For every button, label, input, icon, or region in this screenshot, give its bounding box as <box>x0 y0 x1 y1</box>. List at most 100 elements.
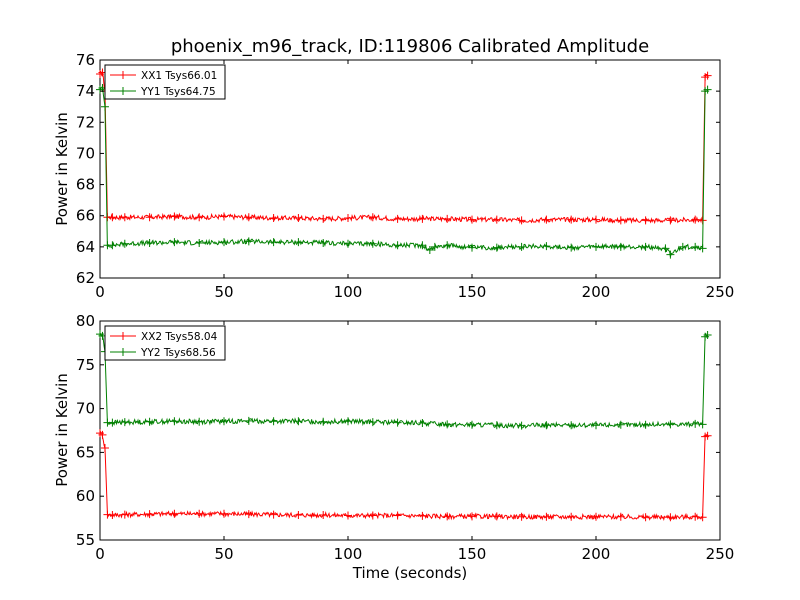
data-point <box>616 420 625 429</box>
data-point <box>393 511 402 520</box>
data-point <box>666 216 675 225</box>
data-point <box>195 213 204 222</box>
data-point <box>567 215 576 224</box>
data-point <box>368 418 377 427</box>
data-point <box>195 238 204 247</box>
x-tick-label: 100 <box>334 283 363 301</box>
data-point <box>641 513 650 522</box>
series-line-0 <box>99 70 709 225</box>
data-point <box>691 242 700 251</box>
y-tick-label: 70 <box>76 144 95 162</box>
data-point <box>294 511 303 520</box>
data-point <box>703 71 712 80</box>
data-point <box>703 331 712 340</box>
data-point <box>641 242 650 251</box>
data-point <box>691 419 700 428</box>
axes-bottom-xlabel: Time (seconds) <box>352 564 468 582</box>
data-point <box>468 243 476 252</box>
data-point <box>269 214 278 223</box>
data-point <box>567 243 576 252</box>
data-point <box>220 238 228 247</box>
y-tick-label: 64 <box>76 238 95 256</box>
data-point <box>344 417 352 426</box>
legend-box <box>104 64 226 100</box>
axes-bottom-ylabel: Power in Kelvin <box>53 373 71 487</box>
x-tick-label: 150 <box>458 545 487 563</box>
data-point <box>542 242 551 251</box>
legend-marker <box>119 332 127 340</box>
data-point <box>120 510 129 519</box>
legend-marker <box>119 87 127 95</box>
data-point <box>468 215 476 224</box>
chart-title: phoenix_m96_track, ID:119806 Calibrated … <box>171 36 649 57</box>
axes-top-legend: XX1 Tsys66.01 YY1 Tsys64.75 <box>104 64 226 100</box>
data-point <box>592 242 600 251</box>
data-point <box>517 421 526 430</box>
y-tick-label: 74 <box>76 82 95 100</box>
data-point <box>592 215 600 224</box>
x-tick-label: 0 <box>95 283 105 301</box>
y-tick-label: 75 <box>76 356 95 374</box>
data-point <box>170 238 179 247</box>
data-point <box>170 417 179 426</box>
data-point <box>468 512 476 521</box>
data-point <box>567 512 576 521</box>
y-tick-label: 65 <box>76 443 95 461</box>
data-point <box>108 213 117 222</box>
x-tick-label: 0 <box>95 545 105 563</box>
data-point <box>492 243 501 252</box>
y-tick-label: 76 <box>76 51 95 69</box>
data-point <box>145 238 154 247</box>
data-point <box>425 245 434 254</box>
y-tick-label: 68 <box>76 176 95 194</box>
x-tick-label: 50 <box>214 545 233 563</box>
data-point <box>269 238 278 247</box>
axes-bottom-marks <box>96 330 712 522</box>
data-point <box>170 509 179 518</box>
data-point <box>703 85 712 94</box>
data-point <box>492 215 501 224</box>
data-point <box>443 512 452 521</box>
axes-bottom: Power in Kelvin Time (seconds) XX2 Tsys5… <box>53 312 734 582</box>
data-point <box>319 511 328 520</box>
data-point <box>691 215 700 224</box>
data-point <box>641 420 650 429</box>
data-point <box>344 214 352 223</box>
data-point <box>691 512 700 521</box>
data-point <box>666 513 675 522</box>
data-point <box>145 510 154 519</box>
data-point <box>393 241 402 250</box>
data-point <box>666 250 675 259</box>
data-point <box>443 214 452 223</box>
legend-box <box>104 325 226 361</box>
x-tick-label: 250 <box>706 545 735 563</box>
data-point <box>443 241 452 250</box>
data-point <box>616 512 625 521</box>
data-point <box>344 511 352 520</box>
data-point <box>220 212 228 221</box>
data-point <box>542 421 551 430</box>
data-point <box>678 242 687 251</box>
legend-label: YY1 Tsys64.75 <box>140 86 216 98</box>
data-point <box>98 430 107 439</box>
data-point <box>492 421 501 430</box>
data-point <box>244 510 253 519</box>
data-point <box>145 213 154 222</box>
y-tick-label: 66 <box>76 207 95 225</box>
x-tick-label: 200 <box>582 545 611 563</box>
data-point <box>120 239 129 248</box>
data-point <box>418 419 427 428</box>
data-point <box>418 511 427 520</box>
data-point <box>244 213 253 222</box>
series-line-1 <box>99 84 709 258</box>
data-point <box>195 509 204 518</box>
data-point <box>542 512 551 521</box>
data-point <box>145 417 154 426</box>
data-point <box>567 421 576 430</box>
x-tick-label: 250 <box>706 283 735 301</box>
y-tick-label: 72 <box>76 113 95 131</box>
data-point <box>220 509 228 518</box>
data-point <box>319 214 328 223</box>
data-point <box>517 512 526 521</box>
data-point <box>592 421 600 430</box>
